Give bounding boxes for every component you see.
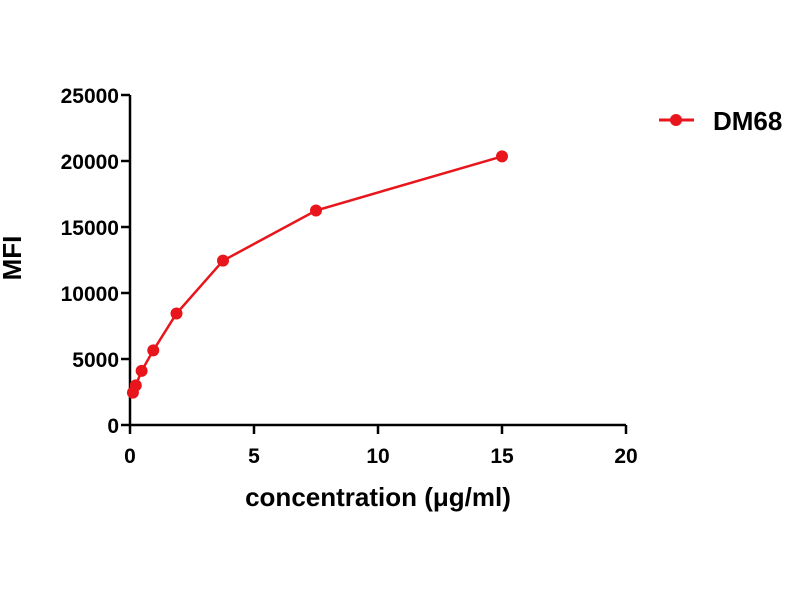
x-tick-label: 15 [490,445,514,468]
y-tick-label: 10000 [61,283,119,306]
legend: DM68 [659,106,782,136]
series-line [131,155,503,394]
x-tick-label: 20 [614,445,637,468]
y-tick-label: 25000 [61,85,119,108]
y-tick-label: 5000 [72,349,119,372]
x-tick-label: 0 [124,445,136,468]
x-tick-label: 10 [366,445,389,468]
axes [128,95,626,427]
data-point [135,364,148,377]
data-point [147,344,160,357]
x-axis-ticks: 0 5 10 15 20 [124,425,638,468]
y-tick-label: 20000 [61,151,119,174]
x-tick-label: 5 [248,445,260,468]
data-point [310,204,322,217]
data-point [217,254,229,267]
legend-label: DM68 [713,106,782,136]
y-tick-label: 0 [107,415,119,438]
data-point [170,307,183,320]
legend-point-marker [670,114,682,126]
data-point [496,150,508,163]
x-axis-title: concentration (μg/ml) [245,482,511,512]
y-tick-label: 15000 [61,217,119,240]
y-axis-ticks: 0 5000 10000 15000 20000 25000 [61,85,130,438]
data-point [129,379,142,392]
y-axis-title: MFI [0,236,27,281]
series-layer [126,150,508,399]
